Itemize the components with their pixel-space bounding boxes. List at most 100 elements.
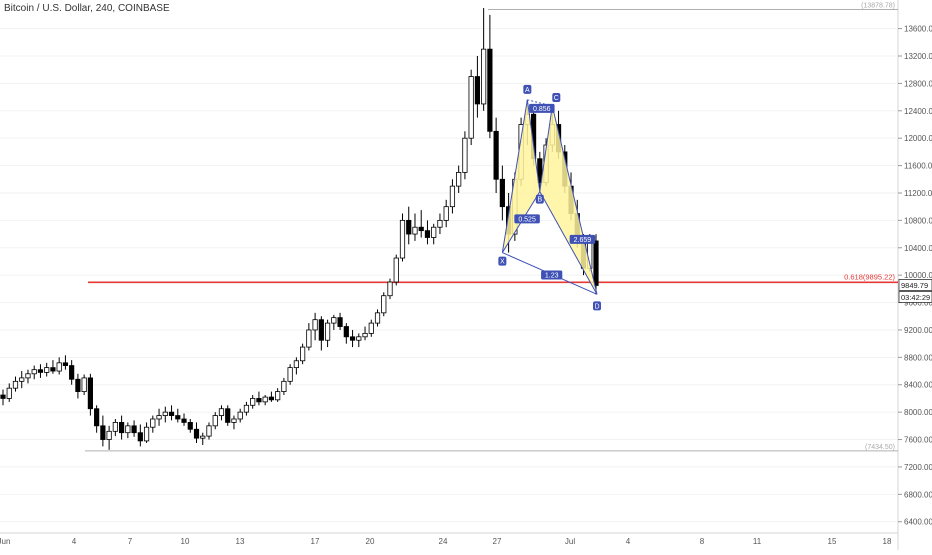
candle-body (324, 322, 331, 341)
candle-body (312, 319, 318, 331)
candle-body (418, 226, 424, 232)
candle-body (406, 219, 412, 235)
candle-body (387, 281, 393, 297)
candle-body (287, 367, 293, 382)
price-tick-label: 7600.00 (904, 436, 932, 445)
candle-body (112, 422, 118, 432)
time-tick-label: 17 (311, 537, 320, 546)
candle-body (75, 378, 81, 392)
candle-body (331, 317, 337, 324)
candle-body (187, 422, 193, 430)
symbol-legend: Bitcoin / U.S. Dollar, 240, COINBASE (4, 3, 170, 14)
candle-body (87, 377, 93, 410)
candle-body (424, 230, 431, 238)
candle-body (412, 226, 418, 235)
candle-body (374, 312, 381, 324)
candle-body (206, 425, 212, 437)
price-tick-label: 12800.00 (904, 79, 932, 88)
candle-body (168, 411, 175, 416)
time-tick-label: 15 (828, 537, 837, 546)
pattern-point-badge-c (552, 92, 561, 102)
candle-body (56, 362, 62, 372)
candle-body (231, 418, 237, 423)
candle-body (281, 380, 287, 392)
price-tick-label: 9600.00 (904, 299, 932, 308)
candle-body (399, 219, 406, 259)
candle-body (268, 396, 275, 401)
candle-body (100, 425, 106, 440)
ratio-label: 0.856 (533, 106, 551, 113)
time-tick-label: 7 (128, 537, 133, 546)
countdown-box (898, 291, 932, 303)
price-tick-label: 8000.00 (904, 408, 932, 417)
candle-body (37, 369, 44, 373)
candle-body (318, 319, 324, 341)
candle-body (62, 362, 69, 366)
candle-body (243, 404, 250, 413)
time-tick-label: 11 (753, 537, 762, 546)
candle-body (212, 415, 218, 427)
candle-body (456, 172, 462, 187)
candle-body (119, 422, 125, 434)
candle-body (300, 346, 306, 362)
price-tick-label: 7200.00 (904, 463, 932, 472)
candle-body (131, 425, 137, 434)
price-tick-label: 10000.00 (904, 271, 932, 280)
current-price-label: 9849.79 (901, 281, 928, 290)
level-label-top: (13878.78) (861, 2, 895, 9)
candle-body (337, 317, 343, 327)
candle-body (175, 415, 181, 420)
candle-body (181, 418, 187, 423)
price-tick-label: 12400.00 (904, 107, 932, 116)
candle-body (137, 432, 143, 442)
candle-body (81, 377, 87, 392)
time-tick-label: Jun (0, 537, 10, 546)
candle-body (125, 425, 131, 434)
candle-body (493, 130, 499, 180)
candle-body (143, 426, 150, 442)
price-tick-label: 9200.00 (904, 326, 932, 335)
ratio-label-bg (569, 234, 596, 244)
candle-body (462, 137, 468, 173)
candle-body (393, 257, 399, 283)
price-tick-label: 10800.00 (904, 216, 932, 225)
candle-body (356, 336, 362, 341)
candle-body (437, 219, 443, 228)
candle-body (0, 394, 6, 399)
pattern-point-label-x: X (500, 259, 505, 266)
price-tick-label: 8800.00 (904, 353, 932, 362)
price-tick-label: 13600.00 (904, 25, 932, 34)
candle-body (225, 408, 231, 423)
time-tick-label: 4 (626, 537, 631, 546)
price-tick-label: 13200.00 (904, 52, 932, 61)
time-tick-label: 27 (493, 537, 502, 546)
countdown-label: 03:42:29 (901, 293, 930, 302)
time-tick-label: 24 (439, 537, 448, 546)
pattern-point-badge-d (593, 301, 601, 311)
candle-body (481, 48, 487, 105)
candle-body (275, 391, 281, 401)
candle-body (31, 369, 37, 375)
candle-body (499, 178, 505, 208)
current-price-box (898, 279, 932, 291)
ratio-label-bg (541, 270, 563, 280)
candle-body (162, 411, 168, 416)
ratio-label: 1.23 (545, 273, 559, 280)
candle-body (349, 336, 356, 341)
price-tick-label: 6800.00 (904, 490, 932, 499)
time-tick-label: 10 (181, 537, 190, 546)
time-tick-label: 4 (72, 537, 77, 546)
price-tick-label: 12000.00 (904, 134, 932, 143)
ratio-label: 0.525 (518, 216, 536, 223)
time-tick-label: 20 (366, 537, 375, 546)
candle-body (250, 398, 256, 406)
pattern-point-label-b: B (537, 197, 542, 204)
pattern-point-badge-a (523, 84, 532, 94)
candle-body (156, 415, 162, 420)
candle-body (368, 322, 374, 334)
candle-body (94, 408, 100, 427)
pattern-point-badge-b (535, 194, 544, 204)
ratio-label: 2.659 (574, 237, 592, 244)
